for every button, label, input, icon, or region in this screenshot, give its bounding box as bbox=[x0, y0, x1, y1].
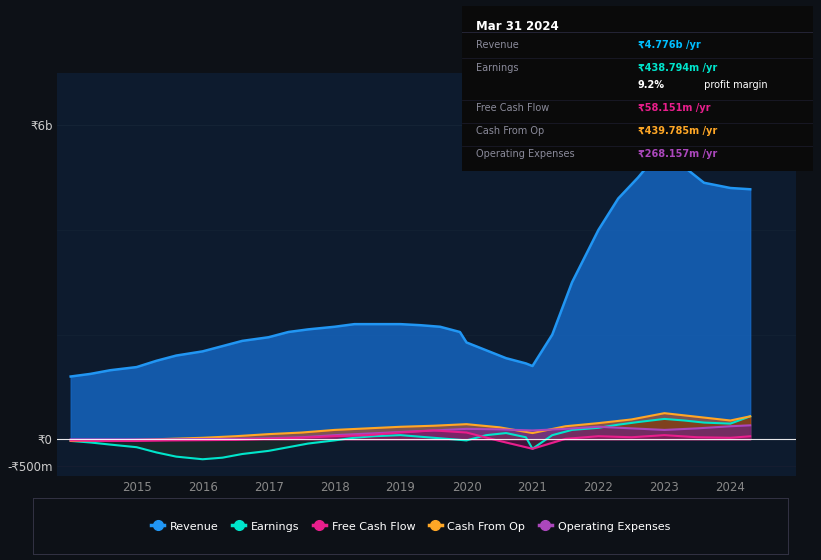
Text: Mar 31 2024: Mar 31 2024 bbox=[476, 21, 559, 34]
Text: Operating Expenses: Operating Expenses bbox=[476, 150, 575, 159]
Text: profit margin: profit margin bbox=[700, 80, 768, 90]
Legend: Revenue, Earnings, Free Cash Flow, Cash From Op, Operating Expenses: Revenue, Earnings, Free Cash Flow, Cash … bbox=[147, 516, 674, 536]
Text: Cash From Op: Cash From Op bbox=[476, 126, 544, 136]
Text: ₹268.157m /yr: ₹268.157m /yr bbox=[638, 150, 717, 159]
Text: Free Cash Flow: Free Cash Flow bbox=[476, 103, 549, 113]
Text: ₹58.151m /yr: ₹58.151m /yr bbox=[638, 103, 710, 113]
Text: ₹439.785m /yr: ₹439.785m /yr bbox=[638, 126, 717, 136]
Text: ₹4.776b /yr: ₹4.776b /yr bbox=[638, 40, 700, 50]
Text: Earnings: Earnings bbox=[476, 63, 519, 73]
Text: 9.2%: 9.2% bbox=[638, 80, 664, 90]
Text: ₹438.794m /yr: ₹438.794m /yr bbox=[638, 63, 717, 73]
Text: Revenue: Revenue bbox=[476, 40, 519, 50]
